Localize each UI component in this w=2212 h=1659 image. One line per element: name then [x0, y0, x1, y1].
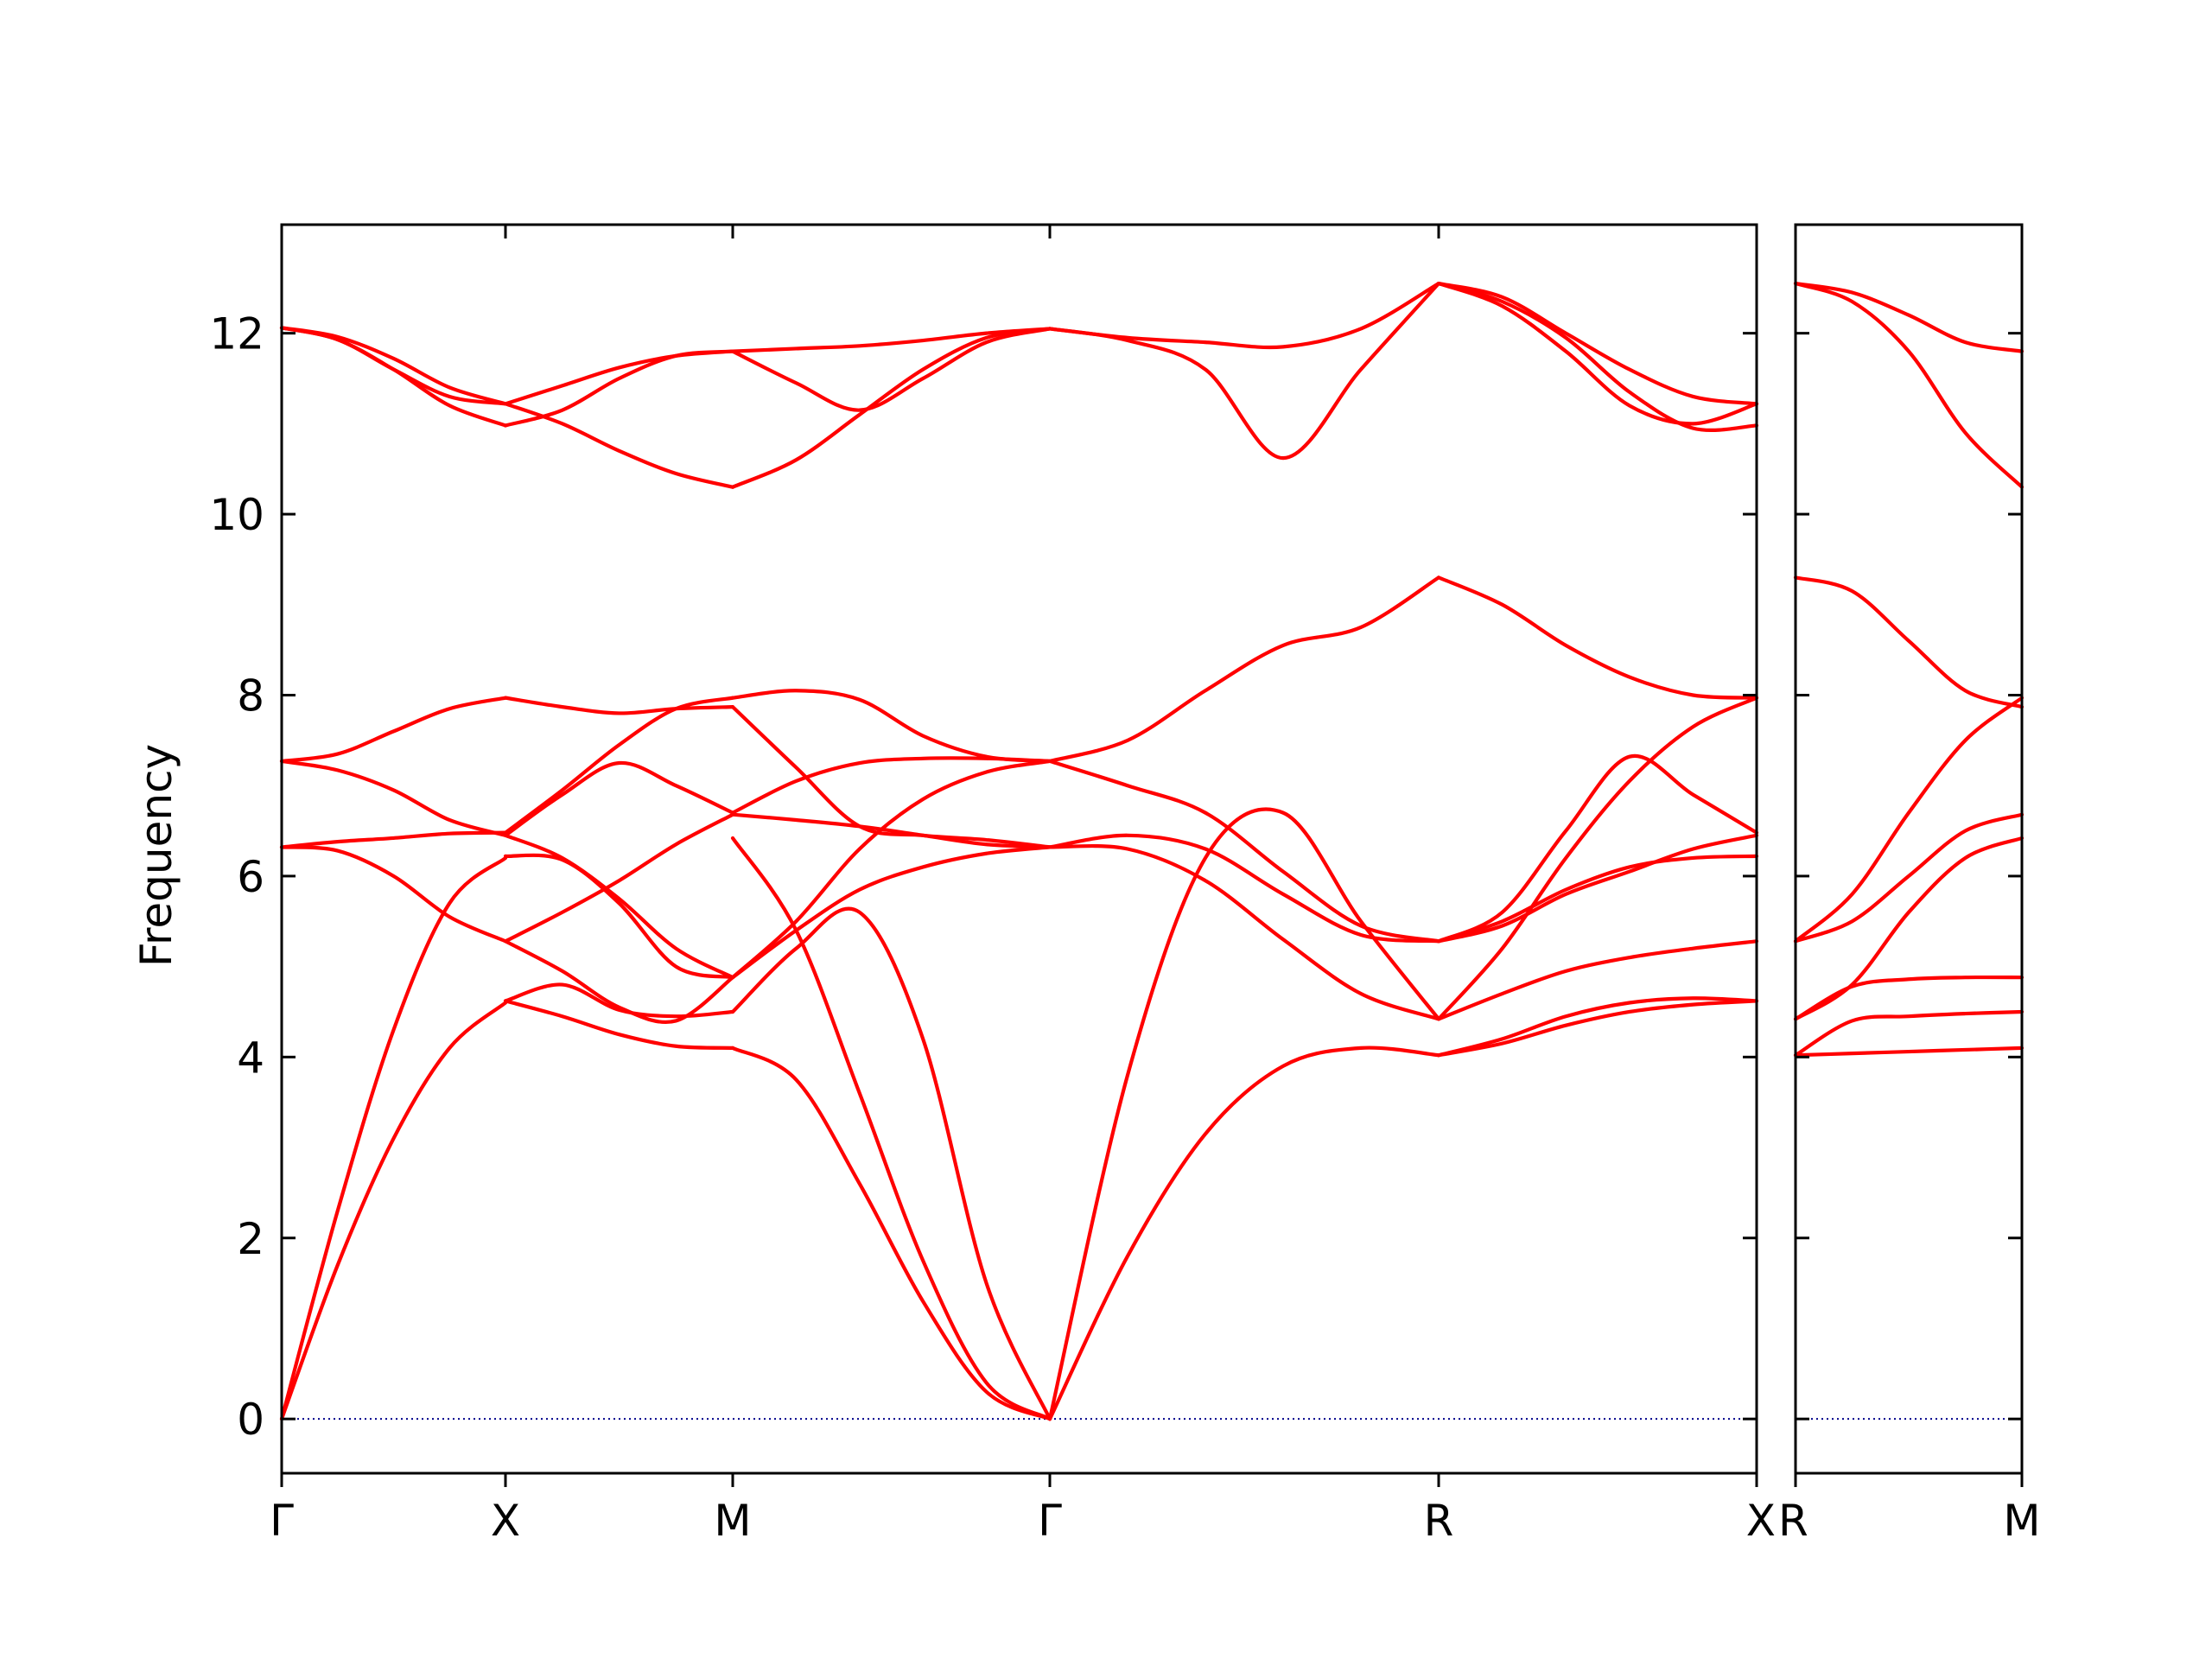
y-tick-label: 10 — [209, 490, 264, 540]
y-tick-label: 8 — [237, 671, 264, 721]
band-line-R-M-1 — [1793, 1009, 2024, 1058]
band-line-Γ-R-2 — [1047, 843, 1441, 1021]
band-line-M-Γ-6 — [730, 756, 1052, 815]
band-line-X-M-8 — [503, 760, 735, 837]
band-line-R-X-0 — [1436, 999, 1759, 1058]
x-tick-label: R — [1424, 1496, 1454, 1546]
band-line-Γ-R-5 — [1047, 575, 1441, 764]
band-line-R-X-4 — [1436, 854, 1759, 944]
band-line-X-M-6 — [503, 833, 735, 980]
band-line-R-X-9 — [1436, 281, 1759, 432]
band-line-R-X-3 — [1436, 696, 1759, 1021]
x-tick-label: Γ — [270, 1496, 294, 1546]
band-line-X-M-0 — [503, 999, 735, 1050]
band-line-Γ-X-3 — [279, 830, 508, 849]
band-line-R-M-0 — [1793, 1046, 2024, 1058]
band-line-Γ-X-1 — [279, 855, 508, 1421]
band-line-M-Γ-2 — [730, 906, 1052, 1421]
band-line-M-Γ-4 — [730, 812, 1052, 849]
band-line-M-Γ-11 — [730, 327, 1052, 489]
band-line-Γ-X-8 — [279, 326, 508, 406]
y-tick-label: 4 — [237, 1033, 264, 1083]
band-line-Γ-X-4 — [279, 759, 508, 837]
band-line-R-M-6 — [1793, 575, 2024, 709]
band-line-R-M-5 — [1793, 696, 2024, 944]
x-tick-label: Γ — [1038, 1496, 1062, 1546]
x-tick-label: X — [1746, 1496, 1776, 1546]
band-line-R-M-2 — [1793, 975, 2024, 1021]
band-line-Γ-R-4 — [1047, 759, 1441, 944]
band-line-Γ-R-1 — [1047, 807, 1441, 1421]
band-line-R-M-3 — [1793, 836, 2024, 1021]
band-line-R-M-4 — [1793, 812, 2024, 944]
band-line-R-X-6 — [1436, 833, 1759, 944]
band-line-M-Γ-3 — [730, 845, 1052, 980]
band-line-R-X-10 — [1436, 281, 1759, 426]
band-line-M-Γ-1 — [730, 836, 1052, 1421]
band-line-Γ-X-5 — [279, 696, 508, 764]
band-line-Γ-X-0 — [279, 1001, 508, 1421]
band-line-Γ-X-6 — [279, 326, 508, 406]
band-line-R-M-8 — [1793, 281, 2024, 353]
band-line-M-Γ-0 — [730, 1046, 1052, 1421]
band-line-M-Γ-9 — [730, 327, 1052, 353]
x-tick-label: M — [2003, 1496, 2040, 1546]
panel-frame — [1794, 223, 2024, 1475]
band-line-X-M-4 — [503, 853, 735, 980]
panel-frame — [280, 223, 1758, 1475]
band-line-X-M-11 — [503, 402, 735, 489]
panel-main: 0 2 4 6 8 10 12 Γ X M Γ R X — [209, 223, 1776, 1546]
band-line-Γ-R-3 — [1047, 833, 1441, 944]
band-line-X-M-3 — [503, 812, 735, 944]
band-line-R-X-5 — [1436, 753, 1759, 944]
x-tick-label: X — [491, 1496, 520, 1546]
y-axis-label: Frequency — [131, 744, 181, 967]
band-line-Γ-X-7 — [279, 326, 508, 428]
band-line-R-X-1 — [1436, 996, 1759, 1058]
x-tick-label: M — [714, 1496, 751, 1546]
band-line-M-Γ-7 — [730, 705, 1052, 849]
band-line-M-Γ-8 — [730, 689, 1052, 764]
band-line-Γ-R-7 — [1047, 281, 1441, 461]
band-line-X-M-7 — [503, 696, 735, 715]
y-tick-label: 0 — [237, 1395, 264, 1445]
band-line-R-M-7 — [1793, 281, 2024, 489]
band-line-X-M-5 — [503, 696, 735, 835]
band-line-X-M-2 — [503, 939, 735, 1024]
band-line-Γ-X-2 — [279, 845, 508, 944]
band-line-M-Γ-5 — [730, 759, 1052, 980]
band-line-R-X-8 — [1436, 281, 1759, 406]
band-line-R-X-2 — [1436, 939, 1759, 1021]
band-line-X-M-1 — [503, 982, 735, 1019]
y-tick-label: 12 — [209, 309, 264, 359]
band-line-R-X-7 — [1436, 575, 1759, 700]
band-line-M-Γ-10 — [730, 327, 1052, 412]
band-line-Γ-R-0 — [1047, 1046, 1441, 1421]
y-tick-label: 6 — [237, 852, 264, 902]
y-tick-label: 2 — [237, 1214, 264, 1264]
x-tick-label: R — [1778, 1496, 1808, 1546]
